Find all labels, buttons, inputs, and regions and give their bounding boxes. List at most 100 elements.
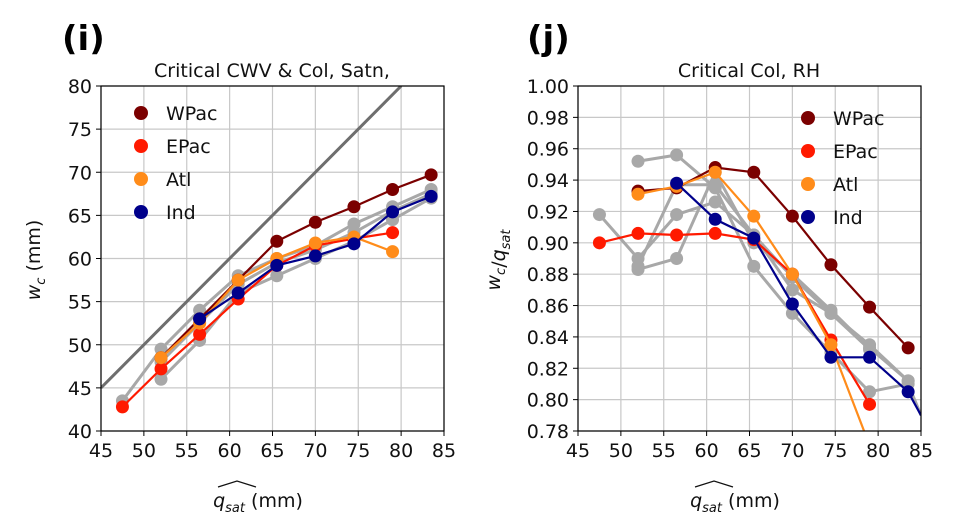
y-tick-label: 70 (68, 162, 92, 184)
data-point-wpac (270, 234, 284, 248)
background-point (154, 372, 168, 386)
data-point-epac (592, 236, 606, 250)
y-tick-label: 75 (68, 119, 92, 141)
y-tick-label: 60 (68, 249, 92, 271)
data-point-ind (308, 249, 322, 263)
panel-j: (j) Critical Col, RH 45 50 55 60 65 70 75 80 85 … (483, 19, 933, 516)
data-point-wpac (901, 341, 915, 355)
legend-label-ind: Ind (166, 202, 196, 224)
data-point-wpac (386, 183, 400, 196)
background-point (670, 148, 684, 162)
legend-label-epac: EPac (833, 141, 878, 163)
legend-label-epac: EPac (166, 136, 211, 158)
x-tick-label: 80 (389, 440, 413, 462)
x-tick-label: 75 (346, 440, 370, 462)
data-point-ind (785, 297, 799, 311)
background-point (785, 283, 799, 297)
data-point-atl (386, 245, 400, 259)
background-point (631, 259, 645, 273)
y-tick-label: 50 (68, 335, 92, 357)
x-tick-label: 75 (823, 440, 847, 462)
data-point-wpac (824, 258, 838, 272)
data-point-ind (863, 350, 877, 364)
data-point-atl (824, 338, 838, 352)
data-point-wpac (863, 300, 877, 314)
y-axis-label-i: wc (mm) (23, 220, 49, 301)
x-tick-label: 80 (866, 440, 890, 462)
data-point-ind (824, 350, 838, 364)
y-ticks-i: 40 45 50 55 60 65 70 75 80 (68, 76, 101, 443)
legend-marker-wpac (134, 106, 148, 120)
panel-label-j: (j) (527, 19, 570, 59)
series-j (592, 161, 921, 431)
legend-i: WPac EPac Atl Ind (134, 103, 217, 224)
background-point (863, 385, 877, 399)
x-tick-label: 50 (609, 440, 633, 462)
data-point-wpac (747, 165, 761, 179)
background-point (270, 269, 284, 283)
data-point-atl (308, 236, 322, 250)
y-axis-label-j: wc/qsat (483, 229, 514, 291)
legend-label-wpac: WPac (166, 103, 217, 125)
data-point-ind (193, 312, 207, 326)
background-point (670, 208, 684, 222)
legend-marker-epac (801, 144, 815, 158)
y-tick-label: 0.90 (527, 233, 569, 255)
x-tick-label: 60 (218, 440, 242, 462)
hat-icon (694, 480, 734, 488)
data-point-atl (785, 267, 799, 281)
data-point-atl (154, 351, 168, 365)
data-point-epac (115, 400, 129, 414)
series-i (115, 168, 438, 414)
data-point-ind (347, 237, 361, 251)
x-axis-label-j: qsat (mm) (690, 490, 780, 516)
data-point-ind (231, 286, 245, 300)
legend-marker-ind (134, 205, 148, 219)
series-line-wpac (160, 173, 432, 359)
legend-marker-epac (134, 139, 148, 153)
x-ticks-j: 45 50 55 60 65 70 75 80 85 (566, 431, 933, 462)
data-point-wpac (308, 215, 322, 229)
x-axis-label-i: qsat (mm) (213, 490, 303, 516)
y-tick-label: 0.94 (527, 170, 569, 192)
legend-marker-wpac (801, 111, 815, 125)
x-tick-label: 45 (566, 440, 590, 462)
legend-marker-atl (134, 172, 148, 186)
x-tick-label: 50 (132, 440, 156, 462)
background-line (159, 196, 432, 381)
data-point-ind (747, 231, 761, 245)
background-point (670, 252, 684, 265)
data-point-ind (708, 212, 722, 226)
x-tick-label: 65 (737, 440, 761, 462)
x-tick-label: 70 (303, 440, 327, 462)
data-point-epac (386, 226, 400, 240)
y-tick-label: 0.86 (527, 296, 569, 318)
background-point (708, 195, 722, 209)
y-tick-label: 65 (68, 205, 92, 227)
data-point-epac (863, 397, 877, 411)
data-point-wpac (424, 168, 438, 182)
data-point-ind (424, 189, 438, 203)
y-ticks-j: 0.78 0.80 0.82 0.84 0.86 0.88 0.90 0.92 0.94 0.96… (527, 76, 578, 443)
background-point (592, 208, 606, 222)
y-tick-label: 1.00 (527, 76, 569, 98)
data-point-ind (670, 176, 684, 190)
data-point-wpac (785, 209, 799, 223)
x-tick-label: 55 (175, 440, 199, 462)
legend-j: WPac EPac Atl Ind (801, 108, 884, 229)
background-point (708, 178, 722, 192)
y-tick-label: 0.84 (527, 327, 569, 349)
data-point-atl (708, 165, 722, 179)
y-tick-label: 45 (68, 378, 92, 400)
background-point (901, 374, 915, 388)
data-point-ind (901, 385, 915, 399)
legend-marker-atl (801, 177, 815, 191)
data-point-wpac (347, 200, 361, 214)
x-tick-label: 85 (432, 440, 456, 462)
data-point-ind (386, 205, 400, 219)
y-tick-label: 40 (68, 421, 92, 443)
reference-line-i (101, 86, 403, 389)
data-point-atl (231, 273, 245, 287)
legend-label-ind: Ind (833, 207, 863, 229)
